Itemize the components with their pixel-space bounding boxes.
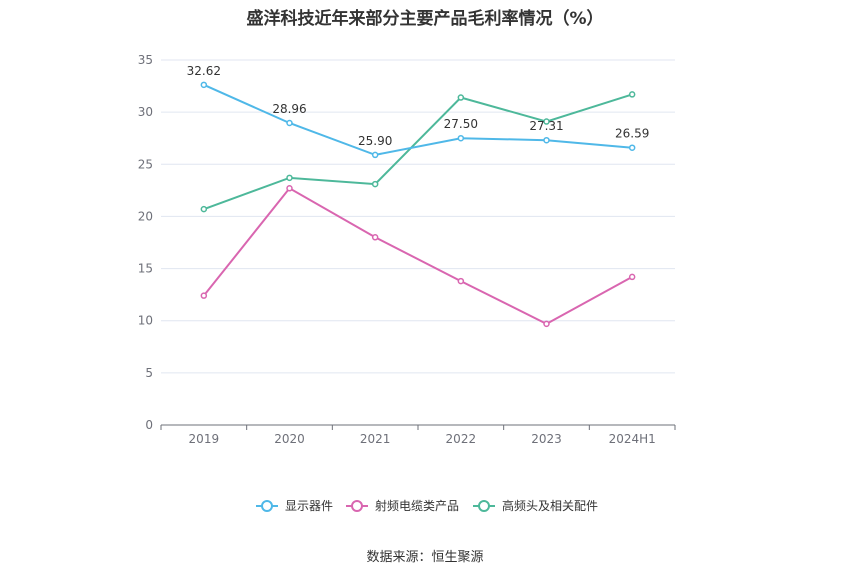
- x-tick-label: 2023: [531, 432, 562, 446]
- data-label: 27.50: [444, 117, 478, 131]
- x-tick-label: 2022: [446, 432, 477, 446]
- data-label: 26.59: [615, 127, 649, 141]
- data-point: [543, 118, 550, 125]
- series-line: [203, 93, 633, 211]
- data-point: [457, 277, 465, 285]
- y-tick-label: 0: [145, 418, 153, 432]
- legend-marker: [478, 500, 490, 512]
- x-tick-label: 2019: [189, 432, 220, 446]
- legend-marker: [351, 500, 363, 512]
- y-tick-label: 5: [145, 366, 153, 380]
- x-tick-label: 2020: [274, 432, 305, 446]
- y-tick-label: 20: [138, 209, 153, 223]
- y-tick-label: 10: [138, 314, 153, 328]
- data-source: 数据来源：恒生聚源: [366, 550, 484, 565]
- data-point: [543, 136, 550, 144]
- data-label: 32.62: [187, 64, 221, 78]
- data-point: [457, 134, 465, 142]
- data-point: [628, 273, 636, 281]
- x-tick-label: 2021: [360, 432, 391, 446]
- legend-label: 显示器件: [285, 499, 333, 513]
- data-point: [200, 292, 208, 299]
- data-point: [457, 94, 465, 101]
- data-point: [628, 91, 636, 98]
- data-point: [286, 119, 293, 127]
- series-line: [203, 83, 633, 156]
- data-point: [286, 185, 293, 192]
- data-label: 27.31: [529, 119, 563, 133]
- data-point: [200, 205, 208, 213]
- data-point: [371, 234, 379, 241]
- data-point: [628, 144, 636, 151]
- y-tick-label: 30: [138, 105, 153, 119]
- data-point: [543, 320, 550, 328]
- data-point: [286, 174, 293, 182]
- x-tick-label: 2024H1: [609, 432, 656, 446]
- data-point: [371, 151, 379, 159]
- y-tick-label: 35: [138, 53, 153, 67]
- legend-marker: [261, 500, 273, 512]
- chart-title: 盛洋科技近年来部分主要产品毛利率情况（%）: [246, 9, 604, 29]
- y-tick-label: 15: [138, 262, 153, 276]
- y-tick-label: 25: [138, 157, 153, 171]
- legend-item[interactable]: 高频头及相关配件: [473, 498, 598, 513]
- data-point: [200, 81, 208, 89]
- legend-label: 射频电缆类产品: [375, 498, 459, 513]
- data-label: 25.90: [358, 134, 392, 148]
- legend-item[interactable]: 显示器件: [256, 499, 333, 513]
- series-line: [203, 186, 633, 325]
- data-point: [371, 180, 379, 188]
- legend-item[interactable]: 射频电缆类产品: [346, 498, 459, 513]
- data-label: 28.96: [272, 102, 306, 116]
- legend-label: 高频头及相关配件: [502, 498, 598, 513]
